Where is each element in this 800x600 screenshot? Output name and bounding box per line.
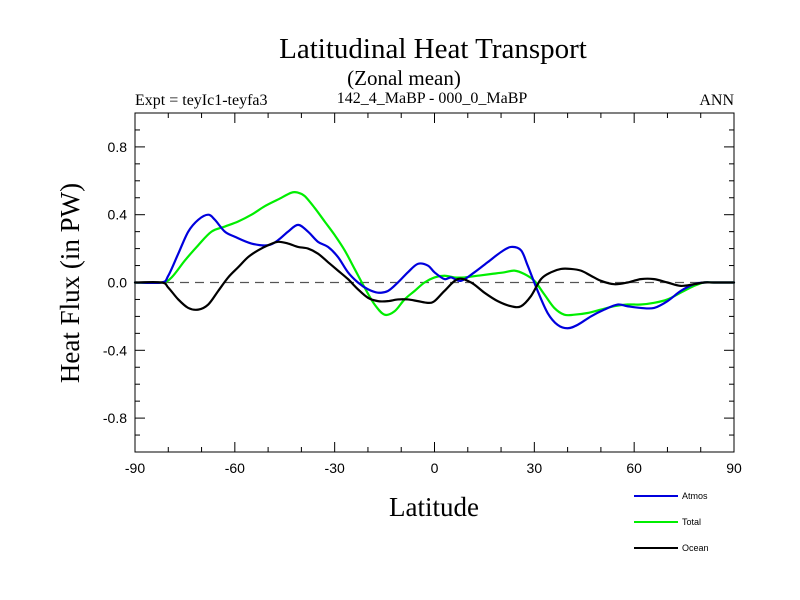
x-axis-label: Latitude: [389, 492, 479, 522]
experiment-label: Expt = teyIc1-teyfa3: [135, 92, 268, 109]
legend: Atmos Total Ocean: [634, 491, 709, 553]
x-tick-label: -60: [225, 460, 245, 476]
x-tick-label: -30: [325, 460, 345, 476]
legend-label-atmos: Atmos: [682, 491, 708, 501]
x-tick-label: 90: [726, 460, 742, 476]
x-tick-label: 0: [431, 460, 439, 476]
y-axis-label: Heat Flux (in PW): [55, 183, 85, 383]
series-line-atmos: [133, 213, 736, 330]
x-tick-label: -90: [125, 460, 145, 476]
y-tick-label: 0.8: [108, 139, 128, 155]
x-tick-label: 60: [626, 460, 642, 476]
series-line-ocean: [133, 240, 736, 311]
legend-label-ocean: Ocean: [682, 543, 709, 553]
legend-label-total: Total: [682, 517, 701, 527]
season-label: ANN: [699, 92, 734, 109]
chart-subtitle: (Zonal mean): [347, 66, 461, 90]
chart-title: Latitudinal Heat Transport: [279, 33, 587, 65]
y-tick-label: 0.4: [108, 207, 128, 223]
y-tick-label: -0.4: [103, 342, 127, 358]
series-line-total: [133, 190, 736, 317]
y-tick-label: 0.0: [108, 275, 128, 291]
y-tick-label: -0.8: [103, 410, 127, 426]
period-label: 142_4_MaBP - 000_0_MaBP: [337, 90, 528, 107]
x-tick-label: 30: [527, 460, 543, 476]
